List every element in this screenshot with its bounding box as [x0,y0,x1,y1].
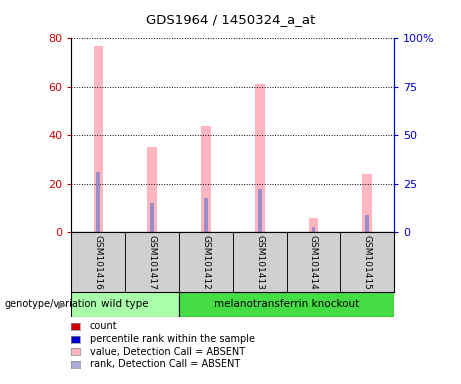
Text: wild type: wild type [101,299,149,310]
Bar [258,189,261,232]
Text: GSM101416: GSM101416 [94,235,103,290]
Bar [233,232,287,292]
Text: GSM101412: GSM101412 [201,235,210,290]
Text: GSM101417: GSM101417 [148,235,157,290]
Bar [148,147,157,232]
Bar [71,232,125,292]
Bar [179,232,233,292]
Bar [125,232,179,292]
Bar [179,292,394,317]
Text: genotype/variation: genotype/variation [5,299,97,310]
Text: melanotransferrin knockout: melanotransferrin knockout [214,299,359,310]
Text: GSM101414: GSM101414 [309,235,318,290]
Bar [204,199,208,232]
Text: percentile rank within the sample: percentile rank within the sample [90,334,255,344]
Bar [340,232,394,292]
Bar [309,218,318,232]
Bar [71,292,179,317]
Text: ▶: ▶ [59,299,67,310]
Bar [150,203,154,232]
Bar [201,126,211,232]
Bar [94,46,103,232]
Bar [96,172,100,232]
Text: rank, Detection Call = ABSENT: rank, Detection Call = ABSENT [90,359,240,369]
Text: count: count [90,321,118,331]
Text: value, Detection Call = ABSENT: value, Detection Call = ABSENT [90,347,245,357]
Bar [287,232,340,292]
Bar [366,215,369,232]
Bar [255,84,265,232]
Bar [362,174,372,232]
Text: GSM101415: GSM101415 [363,235,372,290]
Text: GDS1964 / 1450324_a_at: GDS1964 / 1450324_a_at [146,13,315,26]
Text: GSM101413: GSM101413 [255,235,264,290]
Bar [312,227,315,232]
